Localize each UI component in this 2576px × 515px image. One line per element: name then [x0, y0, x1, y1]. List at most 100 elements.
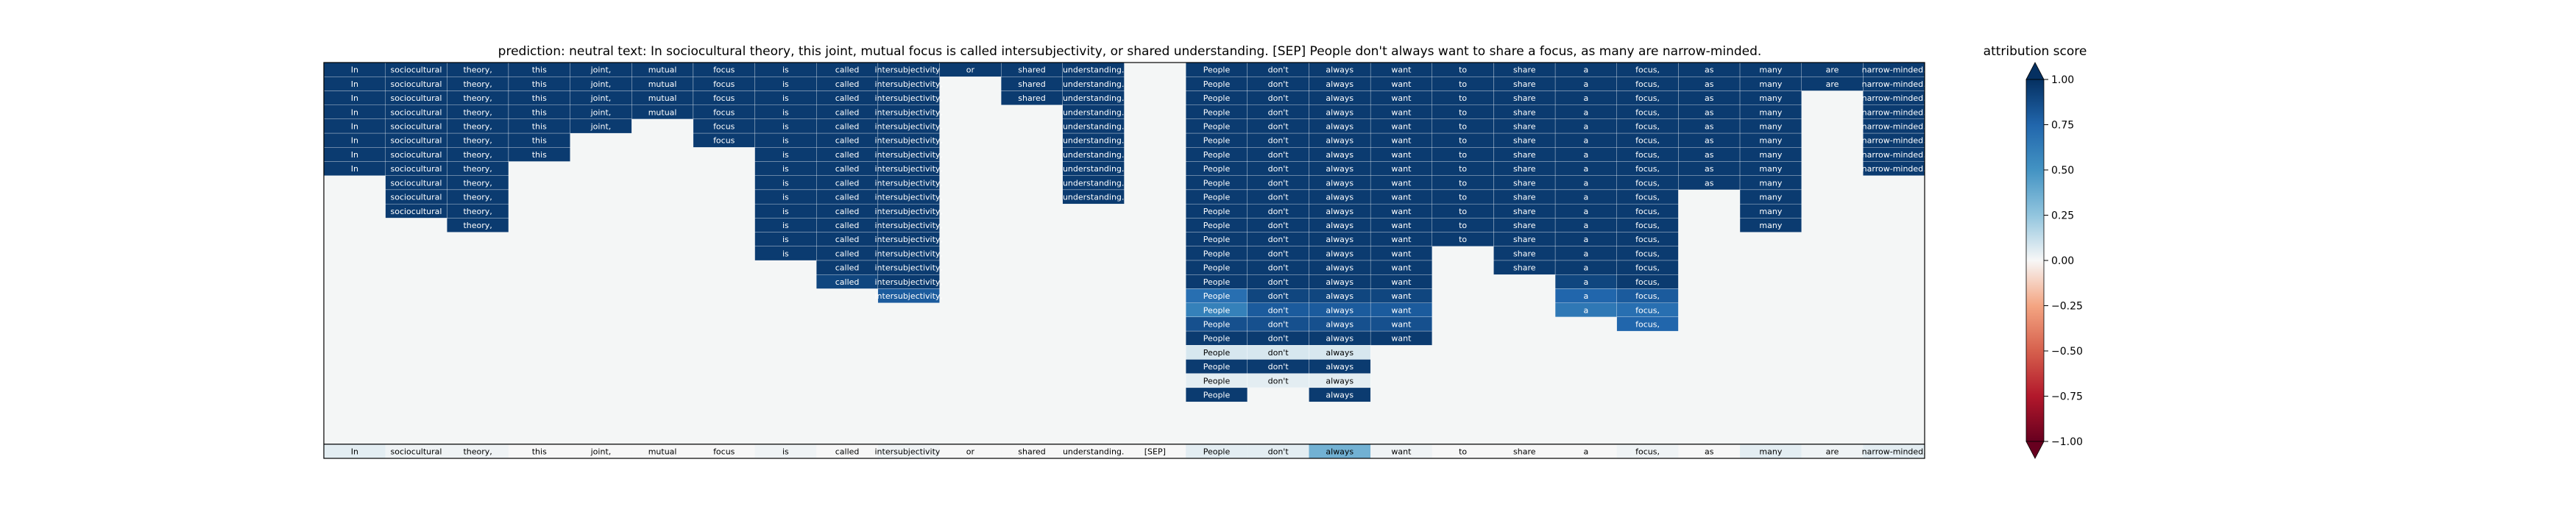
cell-token-label: intersubjectivity,: [874, 164, 942, 174]
cell-token-label: always: [1326, 291, 1354, 301]
cell-token-label: called: [835, 178, 860, 188]
cell-token-label: focus,: [1635, 150, 1660, 160]
cell-token-label: a: [1584, 136, 1589, 146]
cell-token-label: is: [782, 65, 789, 75]
cell-token-label: called: [835, 193, 860, 202]
cell-token-label: this: [532, 65, 547, 75]
heatmap-cell: [447, 218, 509, 232]
cell-token-label: want: [1391, 79, 1412, 89]
cell-token-label: always: [1326, 334, 1354, 344]
colorbar-tick-label: 0.75: [2051, 120, 2074, 132]
heatmap-cell: [1432, 444, 1494, 458]
cell-token-label: theory,: [463, 136, 492, 146]
cell-token-label: share: [1513, 136, 1536, 146]
cell-token-label: is: [782, 207, 789, 216]
cell-token-label: understanding.: [1063, 447, 1124, 456]
cell-token-label: understanding.: [1063, 150, 1124, 160]
cell-token-label: always: [1326, 235, 1354, 244]
cell-token-label: sociocultural: [390, 136, 442, 146]
cell-token-label: to: [1459, 207, 1467, 216]
cell-token-label: share: [1513, 221, 1536, 230]
cell-token-label: joint,: [590, 447, 612, 456]
cell-token-label: focus,: [1635, 193, 1660, 202]
cell-token-label: People: [1203, 65, 1231, 75]
cell-token-label: People: [1203, 376, 1231, 386]
heatmap-cell: [816, 444, 878, 458]
cell-token-label: is: [782, 221, 789, 230]
cell-token-label: many: [1759, 221, 1782, 230]
cell-token-label: want: [1391, 277, 1412, 287]
heatmap-cell: [1555, 444, 1617, 458]
cell-token-label: want: [1391, 136, 1412, 146]
cell-token-label: as: [1705, 178, 1714, 188]
colorbar-gradient: [2025, 79, 2045, 442]
heatmap-cell: [447, 444, 509, 458]
cell-token-label: narrow-minded.: [1862, 65, 1926, 75]
cell-token-label: are: [1826, 447, 1839, 456]
cell-token-label: a: [1584, 277, 1589, 287]
cell-token-label: to: [1459, 447, 1467, 456]
heatmap-cell: [1370, 330, 1432, 346]
cell-token-label: don't: [1268, 65, 1289, 75]
cell-token-label: share: [1513, 447, 1536, 456]
cell-token-label: to: [1459, 121, 1467, 131]
cell-token-label: People: [1203, 221, 1231, 230]
heatmap-cell: [693, 444, 755, 458]
cell-token-label: don't: [1268, 121, 1289, 131]
cell-token-label: many: [1759, 136, 1782, 146]
cell-token-label: share: [1513, 93, 1536, 103]
cell-token-label: many: [1759, 193, 1782, 202]
cell-token-label: understanding.: [1063, 79, 1124, 89]
cell-token-label: People: [1203, 121, 1231, 131]
cell-token-label: focus,: [1635, 235, 1660, 244]
cell-token-label: called: [835, 249, 860, 258]
cell-token-label: this: [532, 447, 547, 456]
colorbar: 1.00 0.75 0.50 0.25 0.00 −0.25 −0.50 −0.75 −1.00: [2025, 62, 2083, 459]
cell-token-label: many: [1759, 79, 1782, 89]
cell-token-label: called: [835, 65, 860, 75]
cell-token-label: don't: [1268, 164, 1289, 174]
cell-token-label: always: [1326, 221, 1354, 230]
cell-token-label: focus,: [1635, 305, 1660, 315]
cell-token-label: want: [1391, 93, 1412, 103]
cell-token-label: a: [1584, 193, 1589, 202]
cell-token-label: are: [1826, 79, 1839, 89]
cell-token-label: share: [1513, 150, 1536, 160]
cell-token-label: focus,: [1635, 178, 1660, 188]
cell-token-label: intersubjectivity,: [874, 263, 942, 273]
cell-token-label: understanding.: [1063, 107, 1124, 117]
cell-token-label: understanding.: [1063, 93, 1124, 103]
heatmap-cell: [1186, 444, 1248, 458]
colorbar-tick-label: 0.50: [2051, 165, 2074, 177]
cell-token-label: intersubjectivity,: [874, 221, 942, 230]
cell-token-label: to: [1459, 93, 1467, 103]
cell-token-label: focus,: [1635, 319, 1660, 329]
cell-token-label: want: [1391, 305, 1412, 315]
cell-token-label: is: [782, 136, 789, 146]
cell-token-label: In: [351, 93, 358, 103]
cell-token-label: a: [1584, 65, 1589, 75]
cell-token-label: always: [1326, 348, 1354, 358]
heatmap-cell: [877, 288, 940, 303]
cell-token-label: want: [1391, 178, 1412, 188]
colorbar-tick-label: −0.50: [2051, 346, 2083, 358]
cell-token-label: theory,: [463, 164, 492, 174]
cell-token-label: sociocultural: [390, 447, 442, 456]
cell-token-label: understanding.: [1063, 136, 1124, 146]
cell-token-label: People: [1203, 277, 1231, 287]
cell-token-label: theory,: [463, 207, 492, 216]
cell-token-label: People: [1203, 93, 1231, 103]
cell-token-label: don't: [1268, 305, 1289, 315]
cell-token-label: share: [1513, 178, 1536, 188]
cell-token-label: People: [1203, 291, 1231, 301]
cell-token-label: focus: [713, 79, 735, 89]
cell-token-label: intersubjectivity,: [874, 291, 942, 301]
cell-token-label: intersubjectivity,: [874, 93, 942, 103]
heatmap-cell: [754, 444, 817, 458]
cell-token-label: intersubjectivity,: [874, 107, 942, 117]
cell-token-label: focus,: [1635, 263, 1660, 273]
heatmap-cell: [1247, 444, 1309, 458]
cell-token-label: to: [1459, 79, 1467, 89]
cell-token-label: many: [1759, 93, 1782, 103]
cell-token-label: People: [1203, 263, 1231, 273]
